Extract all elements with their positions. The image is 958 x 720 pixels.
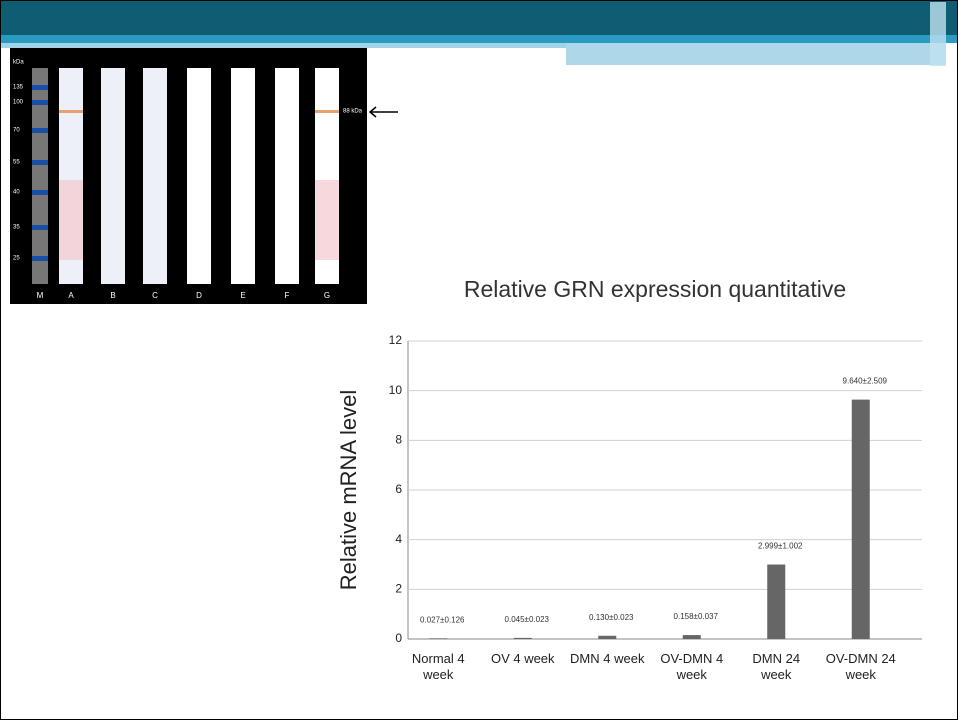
- x-tick-label: DMN 4 week: [567, 651, 647, 667]
- bar: [598, 636, 616, 639]
- lane-label: C: [152, 291, 158, 300]
- lane-label: B: [110, 291, 115, 300]
- x-tick-label: Normal 4 week: [398, 651, 478, 683]
- x-tick-label: OV 4 week: [483, 651, 563, 667]
- marker-label: 40: [13, 190, 20, 196]
- banner: [1, 1, 957, 35]
- bar: [767, 565, 785, 639]
- lane-label: M: [37, 291, 44, 300]
- marker-band: [32, 85, 48, 90]
- lane-haze: [315, 180, 339, 260]
- marker-band: [32, 190, 48, 195]
- slide: MABCDEFGkDa135100705540352588 kDa Relati…: [0, 0, 958, 720]
- value-label: 0.130±0.023: [589, 613, 634, 622]
- marker-label: 35: [13, 225, 20, 231]
- marker-label: 70: [13, 128, 20, 134]
- lane-band: [59, 110, 83, 113]
- banner-stripe: [1, 35, 957, 43]
- lane-strip: [275, 68, 299, 284]
- value-label: 0.027±0.126: [420, 615, 465, 624]
- canvas: MABCDEFGkDa135100705540352588 kDa Relati…: [0, 0, 958, 720]
- lane-strip: [101, 68, 125, 284]
- y-tick-label: 6: [395, 482, 402, 496]
- bar: [852, 400, 870, 639]
- marker-band: [32, 256, 48, 261]
- chart-title: Relative GRN expression quantitative: [464, 276, 846, 302]
- banner-pattern: [930, 2, 946, 66]
- y-tick-label: 12: [389, 333, 403, 347]
- x-tick-label: OV-DMN 24 week: [821, 651, 901, 683]
- lane-label: F: [285, 291, 290, 300]
- value-label: 0.045±0.023: [505, 615, 550, 624]
- x-tick-label: DMN 24 week: [736, 651, 816, 683]
- bar: [514, 638, 532, 639]
- lane-band: [315, 110, 339, 113]
- marker-label: 135: [13, 85, 24, 91]
- bar: [429, 638, 447, 639]
- lane-label: E: [240, 291, 245, 300]
- value-label: 2.999±1.002: [758, 542, 803, 551]
- lane-strip: [187, 68, 211, 284]
- y-tick-label: 4: [395, 532, 402, 546]
- y-tick-label: 0: [395, 631, 402, 645]
- x-tick-label: OV-DMN 4 week: [652, 651, 732, 683]
- lane-haze: [59, 180, 83, 260]
- band-label: 88 kDa: [343, 109, 363, 115]
- y-tick-label: 2: [395, 582, 402, 596]
- lane-strip: [231, 68, 255, 284]
- value-label: 0.158±0.037: [674, 612, 719, 621]
- value-label: 9.640±2.509: [843, 377, 888, 386]
- y-tick-label: 8: [395, 433, 402, 447]
- bar: [683, 635, 701, 639]
- y-tick-label: 10: [389, 383, 403, 397]
- marker-label: 25: [13, 256, 20, 262]
- lane-label: D: [196, 291, 202, 300]
- marker-band: [32, 225, 48, 230]
- banner-pattern: [1, 43, 566, 48]
- marker-band: [32, 100, 48, 105]
- blot-unit: kDa: [13, 60, 24, 66]
- lane-label: A: [68, 291, 74, 300]
- y-axis-label: Relative mRNA level: [336, 390, 361, 591]
- lane-strip: [143, 68, 167, 284]
- marker-label: 100: [13, 100, 24, 106]
- banner-pattern: [566, 43, 946, 65]
- marker-band: [32, 128, 48, 133]
- marker-label: 55: [13, 160, 20, 166]
- lane-label: G: [324, 291, 330, 300]
- marker-band: [32, 160, 48, 165]
